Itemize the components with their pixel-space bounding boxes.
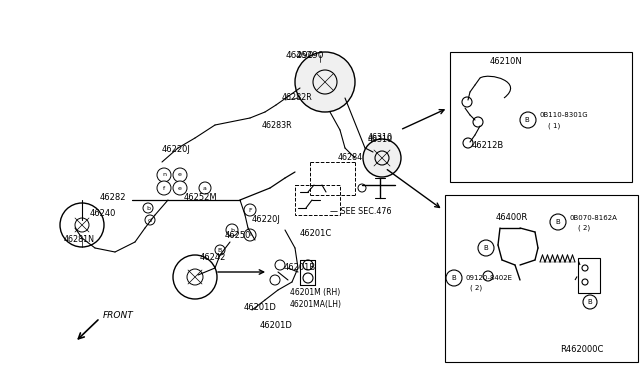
Circle shape xyxy=(520,112,536,128)
Text: i: i xyxy=(249,232,251,237)
Text: B: B xyxy=(218,247,222,253)
Text: a: a xyxy=(203,186,207,190)
Text: ( 1): ( 1) xyxy=(548,123,560,129)
Text: 46282R: 46282R xyxy=(282,93,313,102)
Text: 46310: 46310 xyxy=(368,135,393,144)
Text: B: B xyxy=(452,275,456,281)
Text: 46201M (RH): 46201M (RH) xyxy=(290,288,340,296)
Circle shape xyxy=(157,181,171,195)
Circle shape xyxy=(478,240,494,256)
Circle shape xyxy=(582,265,588,271)
Text: — SEE SEC.476: — SEE SEC.476 xyxy=(330,208,392,217)
Bar xyxy=(578,258,600,293)
Text: 46281N: 46281N xyxy=(64,235,95,244)
Text: 46290: 46290 xyxy=(285,51,314,60)
Text: f: f xyxy=(163,186,165,190)
Circle shape xyxy=(462,97,472,107)
Circle shape xyxy=(295,52,355,112)
Text: b: b xyxy=(230,228,234,232)
Circle shape xyxy=(550,214,566,230)
Text: ( 2): ( 2) xyxy=(578,225,590,231)
Circle shape xyxy=(145,215,155,225)
Text: 46212B: 46212B xyxy=(472,141,504,150)
Text: e: e xyxy=(178,173,182,177)
Text: 46201D: 46201D xyxy=(244,304,277,312)
Text: 46201D: 46201D xyxy=(260,321,293,330)
Text: e: e xyxy=(178,186,182,190)
Text: B: B xyxy=(484,245,488,251)
Circle shape xyxy=(583,295,597,309)
Circle shape xyxy=(463,138,473,148)
Circle shape xyxy=(173,168,187,182)
Text: 46201MA(LH): 46201MA(LH) xyxy=(290,299,342,308)
Bar xyxy=(450,52,632,182)
Text: B: B xyxy=(525,117,529,123)
Text: B: B xyxy=(556,219,561,225)
Text: 46284: 46284 xyxy=(338,154,363,163)
Text: 46283R: 46283R xyxy=(262,121,292,129)
Text: R462000C: R462000C xyxy=(560,346,604,355)
Circle shape xyxy=(226,224,238,236)
Circle shape xyxy=(473,117,483,127)
Circle shape xyxy=(582,279,588,285)
Text: 46201C: 46201C xyxy=(300,230,332,238)
Circle shape xyxy=(244,229,256,241)
Text: 46240: 46240 xyxy=(90,208,116,218)
Text: b: b xyxy=(146,205,150,211)
Bar xyxy=(295,185,340,215)
Bar xyxy=(445,195,638,362)
Text: 46242: 46242 xyxy=(200,253,227,262)
Text: 46310: 46310 xyxy=(368,134,393,142)
Text: B: B xyxy=(588,299,593,305)
Text: 46400R: 46400R xyxy=(496,214,528,222)
Text: ( 2): ( 2) xyxy=(470,285,482,291)
Text: 46210N: 46210N xyxy=(490,58,523,67)
Circle shape xyxy=(215,245,225,255)
Circle shape xyxy=(303,260,313,270)
Text: 46250: 46250 xyxy=(225,231,252,240)
Circle shape xyxy=(483,271,493,281)
Circle shape xyxy=(143,203,153,213)
Text: 46290: 46290 xyxy=(296,51,324,60)
Text: d: d xyxy=(148,218,152,222)
Circle shape xyxy=(244,204,256,216)
Circle shape xyxy=(270,275,280,285)
Text: FRONT: FRONT xyxy=(103,311,134,321)
Text: 0B070-8162A: 0B070-8162A xyxy=(570,215,618,221)
Text: 46220J: 46220J xyxy=(252,215,281,224)
Text: n: n xyxy=(162,173,166,177)
Text: 46220J: 46220J xyxy=(162,145,191,154)
Circle shape xyxy=(199,182,211,194)
Circle shape xyxy=(173,181,187,195)
Circle shape xyxy=(446,270,462,286)
Text: 09120-8402E: 09120-8402E xyxy=(465,275,512,281)
Circle shape xyxy=(157,168,171,182)
Circle shape xyxy=(303,273,313,283)
Text: 46282: 46282 xyxy=(100,192,127,202)
Text: 46252M: 46252M xyxy=(184,193,218,202)
Circle shape xyxy=(275,260,285,270)
Text: F: F xyxy=(248,208,252,212)
Circle shape xyxy=(358,184,366,192)
Text: 46201B: 46201B xyxy=(284,263,316,272)
Circle shape xyxy=(363,139,401,177)
Text: 0B110-8301G: 0B110-8301G xyxy=(540,112,589,118)
